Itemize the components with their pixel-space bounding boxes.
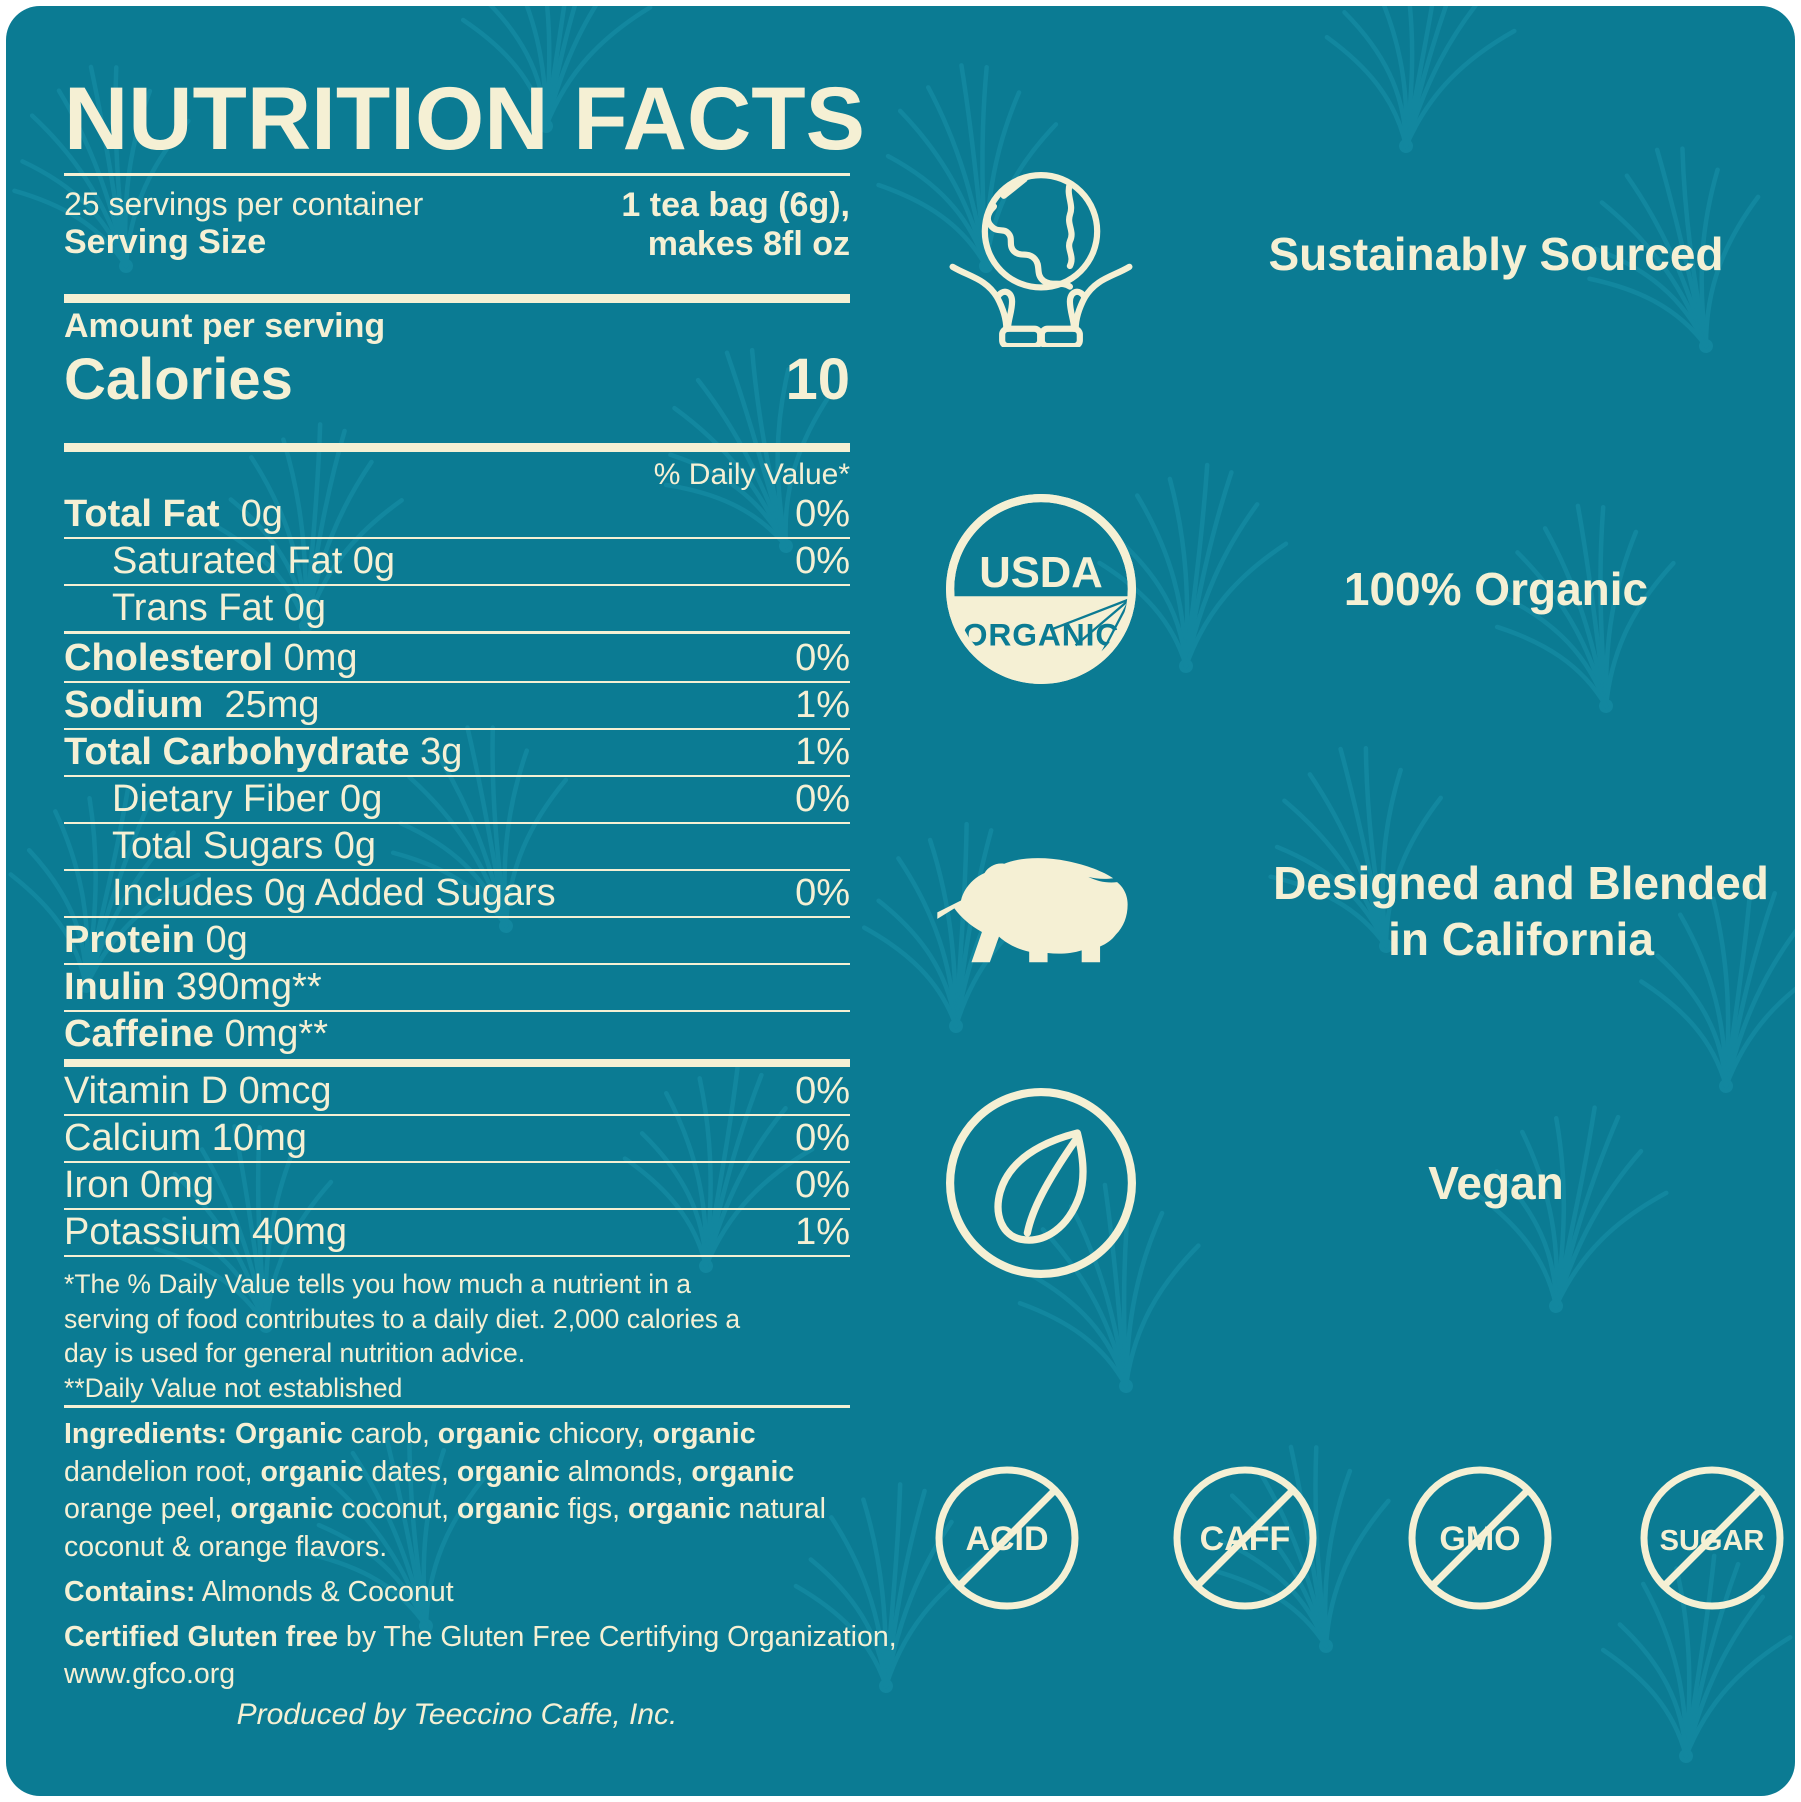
svg-text:ORGANIC: ORGANIC bbox=[963, 616, 1120, 652]
svg-text:CAFF: CAFF bbox=[1200, 1520, 1291, 1558]
svg-text:SUGAR: SUGAR bbox=[1660, 1525, 1765, 1557]
svg-text:ACID: ACID bbox=[965, 1520, 1048, 1558]
svg-text:GMO: GMO bbox=[1439, 1520, 1520, 1558]
svg-text:USDA: USDA bbox=[979, 549, 1103, 597]
